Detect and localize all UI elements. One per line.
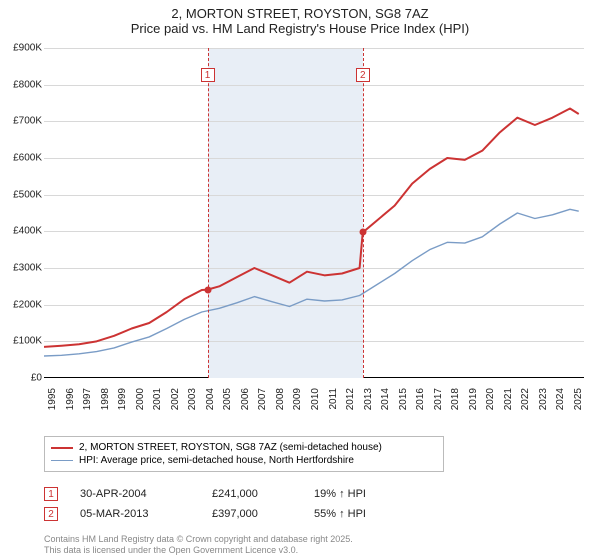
event-vline: [208, 48, 209, 378]
y-tick-label: £400K: [4, 226, 42, 237]
x-tick-label: 2005: [222, 388, 233, 410]
x-tick-label: 2017: [433, 388, 444, 410]
event-marker: 1: [201, 68, 215, 82]
x-tick-label: 2014: [380, 388, 391, 410]
transaction-price: £397,000: [212, 508, 292, 520]
footnote: Contains HM Land Registry data © Crown c…: [44, 534, 353, 557]
y-tick-label: £200K: [4, 299, 42, 310]
x-tick-label: 1999: [117, 388, 128, 410]
legend: 2, MORTON STREET, ROYSTON, SG8 7AZ (semi…: [44, 436, 444, 472]
transaction-marker: 2: [44, 507, 58, 521]
legend-label: 2, MORTON STREET, ROYSTON, SG8 7AZ (semi…: [79, 442, 382, 453]
x-tick-label: 2025: [573, 388, 584, 410]
transactions-table: 1 30-APR-2004 £241,000 19% ↑ HPI 2 05-MAR-201…: [44, 484, 584, 524]
footnote-line2: This data is licensed under the Open Gov…: [44, 545, 353, 556]
legend-swatch: [51, 447, 73, 449]
x-tick-label: 1997: [82, 388, 93, 410]
transaction-date: 30-APR-2004: [80, 488, 190, 500]
series-hpi: [44, 209, 579, 356]
series-price_paid: [44, 109, 579, 347]
x-tick-label: 2016: [415, 388, 426, 410]
title-line1: 2, MORTON STREET, ROYSTON, SG8 7AZ: [0, 6, 600, 21]
legend-row: HPI: Average price, semi-detached house,…: [51, 454, 437, 467]
x-tick-label: 2024: [555, 388, 566, 410]
x-tick-label: 2006: [240, 388, 251, 410]
transaction-row: 1 30-APR-2004 £241,000 19% ↑ HPI: [44, 484, 584, 504]
x-tick-label: 2011: [328, 388, 339, 410]
x-tick-label: 2023: [538, 388, 549, 410]
x-tick-label: 2009: [292, 388, 303, 410]
x-tick-label: 1998: [100, 388, 111, 410]
transaction-price: £241,000: [212, 488, 292, 500]
title-line2: Price paid vs. HM Land Registry's House …: [0, 21, 600, 36]
series-dot: [359, 229, 366, 236]
legend-swatch: [51, 460, 73, 461]
lines-svg: [44, 48, 584, 378]
x-tick-label: 1995: [47, 388, 58, 410]
x-tick-label: 2021: [503, 388, 514, 410]
transaction-marker: 1: [44, 487, 58, 501]
x-tick-label: 2020: [485, 388, 496, 410]
y-tick-label: £0: [4, 373, 42, 384]
y-tick-label: £600K: [4, 153, 42, 164]
x-tick-label: 1996: [65, 388, 76, 410]
x-tick-label: 2002: [170, 388, 181, 410]
x-tick-label: 2001: [152, 388, 163, 410]
plot: £0£100K£200K£300K£400K£500K£600K£700K£80…: [44, 48, 584, 378]
y-tick-label: £300K: [4, 263, 42, 274]
x-tick-label: 2007: [257, 388, 268, 410]
y-tick-label: £500K: [4, 189, 42, 200]
x-axis-labels: 1995 1996 1997 1998 1999 2000 2001 2002 2003 2004…: [44, 382, 584, 422]
event-vline: [363, 48, 364, 378]
x-tick-label: 2010: [310, 388, 321, 410]
x-tick-label: 2019: [468, 388, 479, 410]
legend-row: 2, MORTON STREET, ROYSTON, SG8 7AZ (semi…: [51, 441, 437, 454]
chart-area: £0£100K£200K£300K£400K£500K£600K£700K£80…: [44, 48, 584, 398]
x-tick-label: 2000: [135, 388, 146, 410]
x-tick-label: 2018: [450, 388, 461, 410]
x-tick-label: 2004: [205, 388, 216, 410]
title-block: 2, MORTON STREET, ROYSTON, SG8 7AZ Price…: [0, 0, 600, 38]
event-marker: 2: [356, 68, 370, 82]
series-dot: [204, 286, 211, 293]
x-tick-label: 2003: [187, 388, 198, 410]
x-tick-label: 2012: [345, 388, 356, 410]
x-tick-label: 2013: [363, 388, 374, 410]
x-tick-label: 2015: [398, 388, 409, 410]
y-tick-label: £100K: [4, 336, 42, 347]
transaction-row: 2 05-MAR-2013 £397,000 55% ↑ HPI: [44, 504, 584, 524]
chart-container: 2, MORTON STREET, ROYSTON, SG8 7AZ Price…: [0, 0, 600, 560]
y-tick-label: £900K: [4, 43, 42, 54]
footnote-line1: Contains HM Land Registry data © Crown c…: [44, 534, 353, 545]
transaction-pct: 19% ↑ HPI: [314, 488, 434, 500]
x-tick-label: 2008: [275, 388, 286, 410]
x-tick-label: 2022: [520, 388, 531, 410]
transaction-date: 05-MAR-2013: [80, 508, 190, 520]
legend-label: HPI: Average price, semi-detached house,…: [79, 455, 354, 466]
y-tick-label: £700K: [4, 116, 42, 127]
transaction-pct: 55% ↑ HPI: [314, 508, 434, 520]
y-tick-label: £800K: [4, 79, 42, 90]
